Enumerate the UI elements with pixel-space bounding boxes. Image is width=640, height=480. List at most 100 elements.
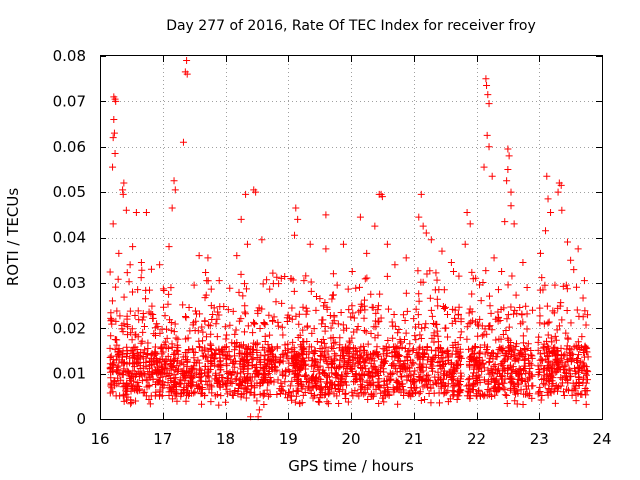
background-point (455, 382, 463, 390)
background-point (296, 364, 304, 372)
background-point (371, 334, 379, 342)
background-point (556, 302, 564, 310)
background-point (344, 285, 352, 293)
background-point (123, 321, 131, 329)
background-point (253, 361, 261, 369)
background-point (412, 389, 420, 397)
background-point (553, 347, 561, 355)
background-point (465, 381, 473, 389)
background-point (394, 400, 402, 408)
background-point (307, 287, 315, 295)
x-axis-label: GPS time / hours (288, 457, 414, 475)
background-point (454, 357, 462, 365)
background-point (368, 364, 376, 372)
background-point (284, 311, 292, 319)
background-point (547, 334, 555, 342)
background-point (286, 382, 294, 390)
background-point (315, 375, 323, 383)
background-point (549, 374, 557, 382)
background-point (512, 291, 520, 299)
background-point (579, 379, 587, 387)
background-point (427, 306, 435, 314)
background-point (456, 334, 464, 342)
background-point (329, 291, 337, 299)
background-point (141, 388, 149, 396)
background-point (474, 387, 482, 395)
background-point (144, 376, 152, 384)
background-point (261, 367, 269, 375)
data-point (109, 163, 117, 171)
background-point (561, 350, 569, 358)
background-point (299, 344, 307, 352)
data-point (134, 286, 142, 294)
background-point (259, 343, 267, 351)
background-point (135, 372, 143, 380)
background-point (583, 376, 591, 384)
data-point (306, 240, 314, 248)
background-point (334, 320, 342, 328)
background-point (128, 336, 136, 344)
data-point (168, 204, 176, 212)
background-point (495, 346, 503, 354)
background-point (544, 331, 552, 339)
background-point (569, 379, 577, 387)
background-point (538, 274, 546, 282)
background-point (250, 339, 258, 347)
background-point (175, 379, 183, 387)
background-point (417, 397, 425, 405)
background-point (306, 379, 314, 387)
background-point (422, 320, 430, 328)
background-point (274, 376, 282, 384)
y-tick-label: 0.08 (53, 47, 86, 65)
background-point (106, 344, 114, 352)
x-tick-label: 20 (341, 430, 360, 448)
background-point (331, 350, 339, 358)
background-point (302, 371, 310, 379)
background-point (402, 329, 410, 337)
background-point (434, 368, 442, 376)
background-point (485, 370, 493, 378)
background-point (107, 352, 115, 360)
background-point (475, 350, 483, 358)
background-point (545, 378, 553, 386)
background-point (396, 339, 404, 347)
background-point (166, 361, 174, 369)
background-point (207, 330, 215, 338)
background-point (130, 349, 138, 357)
background-point (476, 378, 484, 386)
background-point (431, 353, 439, 361)
background-point (281, 372, 289, 380)
background-point (139, 389, 147, 397)
background-point (502, 326, 510, 334)
background-point (377, 314, 385, 322)
background-point (545, 348, 553, 356)
background-point (114, 369, 122, 377)
background-point (182, 397, 190, 405)
background-point (242, 285, 250, 293)
y-tick-labels: 0 0.01 0.02 0.03 0.04 0.05 0.06 0.07 0.08 (53, 47, 86, 428)
background-point (581, 307, 589, 315)
background-point (380, 392, 388, 400)
background-point (368, 373, 376, 381)
background-point (477, 362, 485, 370)
background-point (384, 305, 392, 313)
background-point (395, 326, 403, 334)
background-point (419, 345, 427, 353)
data-point (519, 258, 527, 266)
background-point (537, 362, 545, 370)
background-point (112, 283, 120, 291)
data-point (484, 91, 492, 99)
background-point (283, 394, 291, 402)
background-point (339, 386, 347, 394)
data-point (504, 165, 512, 173)
background-point (243, 344, 251, 352)
background-point (393, 384, 401, 392)
background-point (223, 362, 231, 370)
data-point (170, 177, 178, 185)
background-point (147, 351, 155, 359)
background-point (555, 322, 563, 330)
background-point (281, 273, 289, 281)
background-point (406, 340, 414, 348)
background-point (241, 302, 249, 310)
background-point (403, 376, 411, 384)
